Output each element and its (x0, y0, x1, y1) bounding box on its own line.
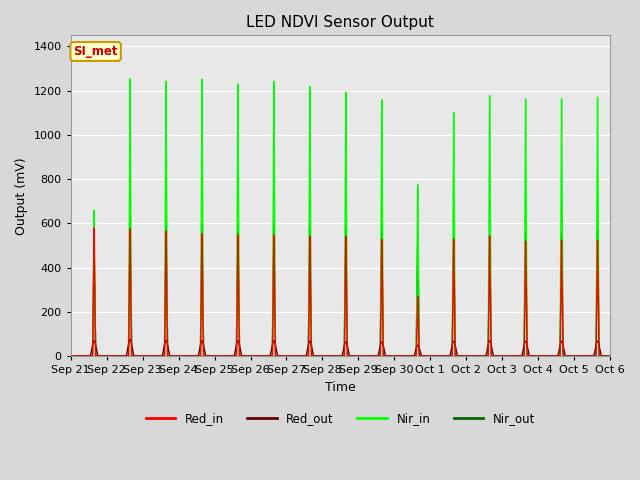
Y-axis label: Output (mV): Output (mV) (15, 157, 28, 235)
Text: SI_met: SI_met (74, 45, 118, 58)
X-axis label: Time: Time (325, 381, 356, 394)
Title: LED NDVI Sensor Output: LED NDVI Sensor Output (246, 15, 435, 30)
Legend: Red_in, Red_out, Nir_in, Nir_out: Red_in, Red_out, Nir_in, Nir_out (141, 407, 540, 430)
